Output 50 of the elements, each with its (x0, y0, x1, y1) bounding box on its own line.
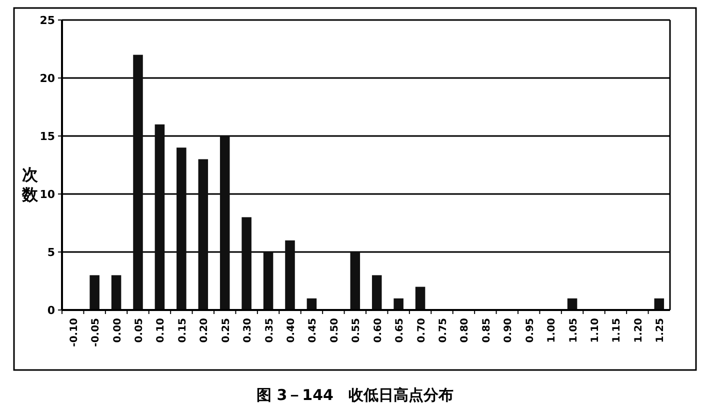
bar (154, 124, 165, 310)
bar (198, 159, 208, 310)
bar (220, 136, 230, 310)
bar (372, 275, 382, 310)
x-tick-label: 0.90 (503, 318, 514, 343)
x-tick-label: 1.15 (612, 318, 623, 343)
x-tick-label: 1.10 (590, 318, 601, 343)
x-tick-label: 0.00 (112, 318, 124, 343)
x-tick-label: 0.95 (524, 318, 536, 343)
bar (285, 240, 295, 310)
x-tick-label: 0.25 (220, 318, 232, 343)
text: 图 3－144 收低日高点分布 (256, 386, 454, 404)
x-tick-label: 0.30 (242, 318, 254, 343)
x-tick-label: 1.25 (655, 318, 666, 343)
x-tick-label: 0.65 (394, 318, 406, 343)
x-tick-label: 0.15 (177, 318, 188, 343)
bar (111, 275, 122, 310)
x-tick-label: -0.05 (90, 318, 102, 347)
y-tick-label: 5 (47, 246, 55, 259)
x-tick-label: 0.45 (308, 318, 319, 343)
x-tick-label: 0.35 (264, 318, 276, 343)
x-tick-label: 0.40 (286, 318, 297, 343)
x-tick-label: 0.70 (416, 318, 428, 343)
x-tick-label: -0.10 (68, 318, 80, 347)
y-tick-label: 15 (40, 130, 55, 143)
y-tick-label: 25 (40, 14, 55, 27)
x-tick-label: 0.80 (460, 318, 471, 343)
x-tick-label: 0.20 (199, 318, 210, 343)
bar (394, 298, 404, 310)
bar (415, 286, 426, 310)
bar (90, 275, 100, 310)
x-tick-label: 0.85 (481, 318, 492, 343)
x-tick-label: 0.55 (351, 318, 362, 343)
x-tick-label: 1.20 (633, 318, 644, 343)
y-tick-label: 0 (47, 304, 56, 317)
y-tick-label: 20 (40, 72, 56, 85)
x-tick-label: 0.10 (156, 318, 167, 343)
bar (350, 252, 360, 310)
y-tick-label: 10 (40, 188, 56, 201)
x-tick-label: 0.60 (372, 318, 384, 343)
bar (133, 54, 143, 310)
bar (263, 252, 274, 310)
x-tick-label: 0.05 (134, 318, 145, 343)
bar (176, 148, 186, 310)
y-axis-title: 次数 (21, 165, 39, 204)
x-tick-label: 0.50 (329, 318, 340, 343)
x-tick-label: 1.05 (568, 318, 580, 343)
bar (242, 217, 252, 310)
x-tick-label: 1.00 (546, 318, 558, 343)
x-tick-label: 0.75 (438, 318, 449, 343)
